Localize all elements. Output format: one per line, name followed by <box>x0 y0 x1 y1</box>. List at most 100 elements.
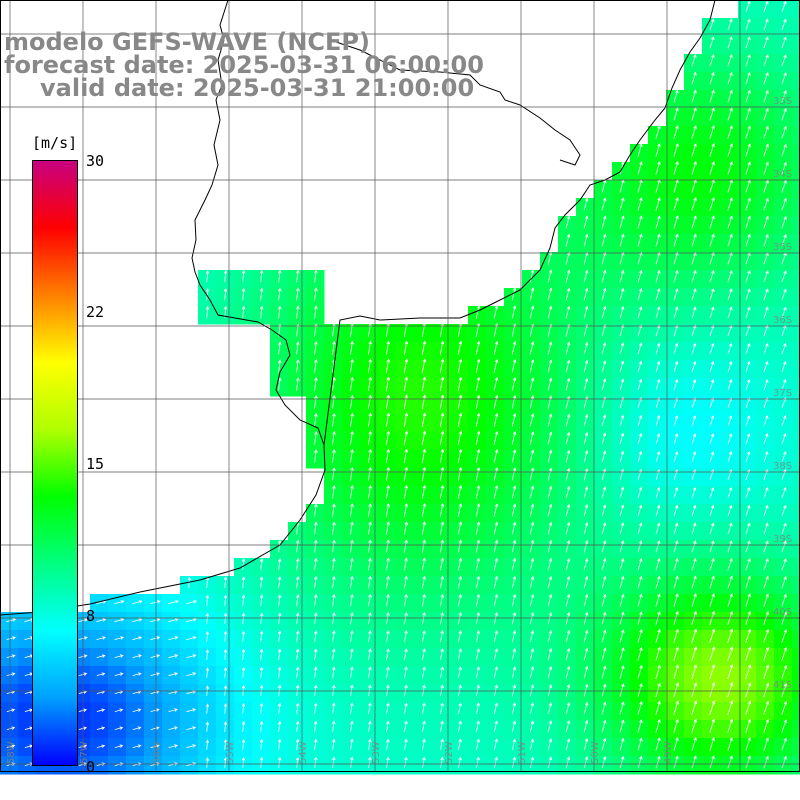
wind-arrow <box>296 305 300 319</box>
wind-arrow <box>150 672 160 677</box>
wind-arrow <box>637 414 643 427</box>
latitude-labels: 33S 34S 35S 36S 37S 38S 39S 40S 41S <box>773 96 792 691</box>
wind-arrow <box>386 575 390 589</box>
wind-arrow <box>655 433 661 444</box>
wind-arrow <box>619 306 625 319</box>
wind-arrow <box>529 377 535 391</box>
wind-arrow <box>691 233 697 247</box>
wind-arrow <box>547 449 553 463</box>
wind-arrow <box>493 467 499 481</box>
wind-arrow <box>114 636 125 641</box>
wind-arrow <box>332 702 336 715</box>
wind-arrow <box>350 702 354 715</box>
wind-arrow <box>457 702 462 715</box>
wind-arrow <box>421 340 427 355</box>
lagoon-outline <box>329 39 581 166</box>
wind-arrow <box>332 485 336 499</box>
wind-arrow <box>114 708 124 712</box>
wind-arrow <box>404 648 408 661</box>
wind-cell <box>792 342 800 361</box>
wind-arrow <box>691 306 697 319</box>
wind-arrow <box>691 107 697 121</box>
wind-cell <box>792 126 800 145</box>
wind-arrow <box>529 503 535 517</box>
wind-arrow <box>493 611 499 625</box>
wind-arrow <box>781 700 788 715</box>
wind-arrow <box>493 412 499 427</box>
wind-arrow <box>763 628 770 643</box>
wind-arrow <box>745 593 751 607</box>
lon-label: 57W <box>79 741 90 764</box>
wind-arrow <box>186 599 197 605</box>
wind-arrow <box>314 431 318 445</box>
wind-arrow <box>709 575 715 589</box>
wind-arrow <box>619 647 625 661</box>
wind-arrow <box>655 233 661 247</box>
wind-arrow <box>565 305 571 319</box>
wind-arrow <box>547 503 553 517</box>
wind-arrow <box>727 360 733 373</box>
wind-arrow <box>781 378 787 391</box>
wind-arrow <box>655 593 661 607</box>
wind-arrow <box>727 522 733 535</box>
wind-arrow <box>421 593 426 607</box>
wind-arrow <box>655 342 661 355</box>
wind-arrow <box>745 737 751 751</box>
wind-arrow <box>439 684 444 697</box>
wind-arrow <box>457 684 462 697</box>
wind-arrow <box>727 288 733 301</box>
wind-arrow <box>205 739 210 750</box>
wind-arrow <box>475 684 480 697</box>
wind-arrow <box>150 744 160 749</box>
wind-arrow <box>655 575 661 589</box>
wind-arrow <box>583 233 589 247</box>
wind-arrow <box>259 630 264 643</box>
wind-arrow <box>150 708 160 713</box>
wind-arrow <box>350 557 354 571</box>
wind-arrow <box>637 682 643 697</box>
lat-label: 37S <box>773 388 792 399</box>
wind-arrow <box>763 593 769 607</box>
wind-arrow <box>367 466 372 481</box>
wind-arrow <box>186 618 197 623</box>
wind-arrow <box>259 269 264 283</box>
wind-arrow <box>583 593 589 607</box>
wind-arrow <box>6 636 16 641</box>
wind-arrow <box>547 539 553 553</box>
wind-arrow <box>439 648 444 661</box>
title-forecast-date: forecast date: 2025-03-31 06:00:00 <box>4 51 484 79</box>
wind-arrow <box>457 503 463 517</box>
wind-arrow <box>278 377 282 391</box>
wind-arrow <box>547 485 553 499</box>
wind-arrow <box>439 611 444 625</box>
wind-arrow <box>565 269 571 283</box>
wind-arrow <box>277 648 282 661</box>
wind-arrow <box>673 143 679 157</box>
wind-arrow <box>332 376 336 391</box>
wind-arrow <box>655 378 661 391</box>
wind-arrow <box>709 682 716 698</box>
wind-arrow <box>529 593 535 607</box>
wind-arrow <box>583 269 589 283</box>
wind-arrow <box>259 287 264 301</box>
wind-arrow <box>439 448 445 463</box>
wind-arrow <box>493 430 499 445</box>
wind-arrow <box>368 738 372 751</box>
wind-arrow <box>350 666 354 679</box>
colorbar-legend: [m/s] 30 22 15 8 0 <box>0 130 110 778</box>
wind-arrow <box>168 636 179 641</box>
wind-arrow <box>385 412 391 427</box>
wind-arrow <box>205 667 210 678</box>
wind-arrow <box>655 628 661 643</box>
wind-cell <box>792 108 800 127</box>
wind-arrow <box>314 287 318 301</box>
wind-arrow <box>709 161 715 175</box>
wind-arrow <box>781 215 787 229</box>
wind-arrow <box>763 215 769 229</box>
wind-arrow <box>529 648 535 661</box>
wind-arrow <box>763 451 769 463</box>
wind-arrow <box>529 756 535 769</box>
wind-arrow <box>332 738 336 751</box>
wind-arrow <box>691 324 697 337</box>
wind-arrow <box>241 738 246 750</box>
